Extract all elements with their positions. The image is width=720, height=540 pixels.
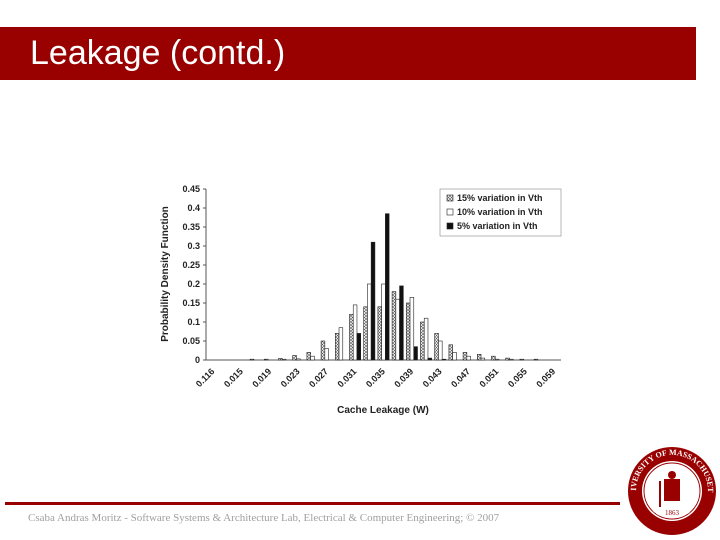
x-tick-label: 0.051	[478, 366, 501, 389]
bar	[352, 304, 358, 361]
x-tick-label: 0.039	[392, 366, 415, 389]
bar	[356, 333, 361, 361]
bar	[505, 357, 510, 361]
bar	[391, 291, 397, 361]
x-tick-label: 0.116	[194, 366, 217, 389]
bar	[448, 344, 453, 361]
footer-text: Csaba Andras Moritz - Software Systems &…	[28, 512, 500, 524]
chart-legend: 15% variation in Vth 10% variation in Vth…	[439, 188, 562, 237]
bar	[519, 358, 524, 361]
y-tick-label: 0.1	[187, 317, 200, 327]
bar	[476, 354, 482, 361]
bar	[533, 358, 539, 361]
bar	[292, 355, 297, 361]
slide-title: Leakage (contd.)	[30, 34, 286, 72]
bar	[462, 352, 468, 361]
y-axis-label: Probability Density Function	[160, 206, 171, 342]
y-tick-label: 0.35	[182, 222, 200, 232]
bar	[363, 306, 368, 361]
bar	[349, 314, 354, 361]
university-seal-logo: UNIVERSITY OF MASSACHUSETTS AMHERST 1863	[626, 445, 716, 535]
y-tick-label: 0.4	[187, 203, 200, 213]
bar	[494, 358, 500, 361]
bar	[427, 357, 433, 361]
x-tick-label: 0.019	[250, 366, 273, 389]
bar	[452, 352, 457, 361]
legend-swatch	[446, 194, 454, 202]
bar	[434, 333, 439, 361]
bar	[306, 352, 311, 361]
bar	[310, 355, 315, 361]
y-tick-label: 0	[195, 355, 200, 365]
x-tick-label: 0.031	[336, 366, 359, 389]
svg-text:AMHERST: AMHERST	[652, 506, 692, 521]
bar	[381, 283, 386, 361]
seal-year: 1863	[665, 509, 680, 517]
bar	[264, 358, 269, 361]
bar	[338, 327, 344, 361]
legend-box	[439, 188, 562, 237]
x-tick-label: 0.027	[307, 366, 330, 389]
y-tick-label: 0.45	[182, 184, 200, 194]
bar	[423, 317, 429, 361]
bar	[420, 321, 425, 361]
bar	[335, 333, 340, 361]
bar	[367, 283, 372, 361]
bar	[320, 340, 326, 361]
bar	[441, 358, 447, 361]
x-tick-label: 0.043	[421, 366, 444, 389]
y-tick-label: 0.15	[182, 298, 200, 308]
title-bar: Leakage (contd.)	[0, 27, 696, 80]
x-tick-label: 0.015	[222, 366, 245, 389]
bar	[324, 348, 329, 361]
legend-swatch	[446, 208, 454, 216]
legend-label: 15% variation in Vth	[457, 193, 543, 203]
legend-swatch	[446, 222, 454, 230]
bar	[413, 346, 418, 361]
x-tick-label: 0.023	[279, 366, 302, 389]
bar	[249, 358, 255, 361]
seal-ring-text-bottom: AMHERST	[652, 506, 692, 521]
y-tick-label: 0.2	[187, 279, 200, 289]
bar	[491, 355, 496, 361]
bar	[466, 355, 471, 361]
bar	[370, 241, 376, 361]
bar	[395, 298, 400, 361]
bar	[278, 358, 283, 361]
y-tick-label: 0.05	[182, 336, 200, 346]
leakage-chart: Probability Density Function Cache Leaka…	[160, 184, 562, 416]
x-tick-label: 0.035	[364, 366, 387, 389]
legend-label: 5% variation in Vth	[457, 221, 538, 231]
bar	[509, 358, 514, 361]
x-axis-label: Cache Leakage (W)	[337, 405, 429, 416]
bar	[385, 213, 390, 361]
footer-divider	[5, 502, 620, 505]
bar	[405, 302, 411, 361]
x-tick-label: 0.047	[449, 366, 472, 389]
x-tick-label: 0.059	[534, 366, 557, 389]
bar	[480, 357, 486, 361]
y-tick-label: 0.3	[187, 241, 200, 251]
y-tick-label: 0.25	[182, 260, 200, 270]
bar	[296, 358, 301, 361]
bar	[377, 306, 382, 361]
bar	[438, 340, 443, 361]
bar	[399, 285, 404, 361]
bar	[281, 358, 287, 361]
bar	[409, 297, 415, 361]
legend-label: 10% variation in Vth	[457, 207, 543, 217]
x-tick-label: 0.055	[506, 366, 529, 389]
